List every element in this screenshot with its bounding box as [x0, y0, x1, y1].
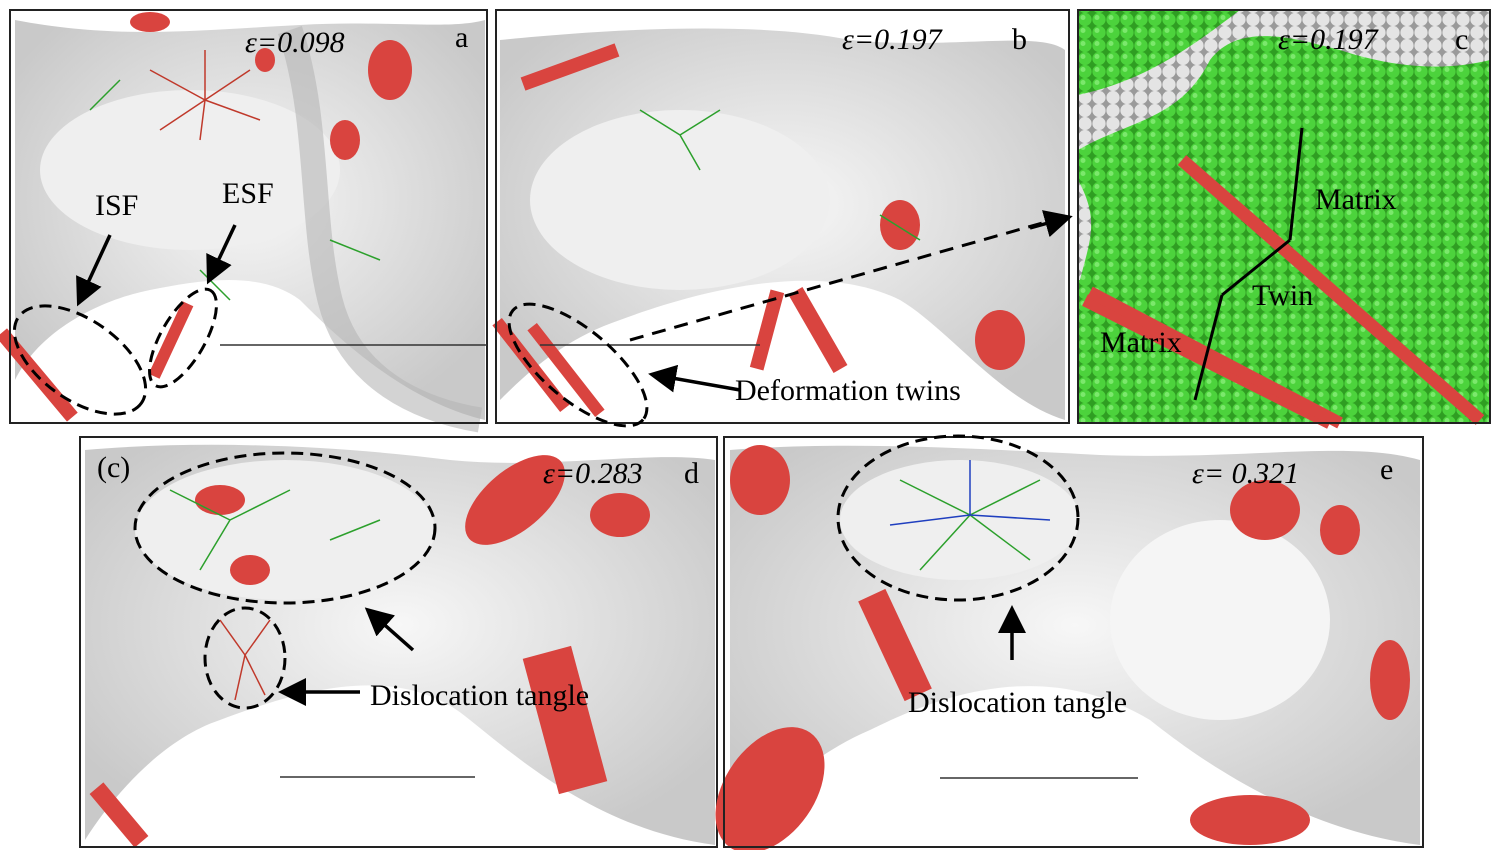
annotation: Matrix	[1100, 326, 1182, 359]
annotation: (c)	[97, 451, 130, 484]
panel-e: ε= 0.321 e Dislocation tangle	[715, 434, 1424, 850]
panel-label: c	[1455, 23, 1468, 56]
strain-label: ε=0.283	[543, 457, 643, 490]
panel-label: d	[684, 457, 699, 490]
strain-label: ε=0.197	[1278, 23, 1380, 56]
strain-label: ε=0.197	[842, 23, 944, 56]
panel-c: ε=0.197 c Matrix Twin Matrix	[1077, 9, 1491, 429]
annotation: ISF	[95, 189, 138, 222]
panel-b: ε=0.197 b Deformation twins	[492, 9, 1073, 428]
panel-label: b	[1012, 23, 1027, 56]
panel-d: (c) ε=0.283 d Dislocation tangle	[79, 436, 718, 848]
annotation: Dislocation tangle	[908, 686, 1127, 719]
annotation: Matrix	[1315, 183, 1397, 216]
annotation: ESF	[222, 177, 274, 210]
annotation: Dislocation tangle	[370, 679, 589, 712]
panel-label: a	[455, 21, 468, 54]
strain-label: ε=0.098	[245, 26, 345, 59]
panel-label: e	[1380, 453, 1393, 486]
strain-label: ε= 0.321	[1192, 457, 1299, 490]
panel-a: ε=0.098 a ISF ESF	[0, 9, 488, 433]
annotation: Deformation twins	[735, 374, 961, 407]
annotation: Twin	[1252, 279, 1313, 312]
